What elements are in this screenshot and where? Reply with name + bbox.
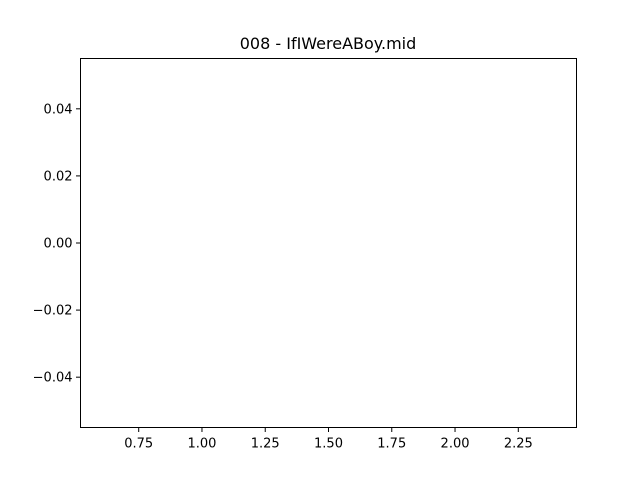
x-tick-label: 0.75: [124, 437, 153, 452]
y-tick-label: 0.02: [44, 169, 73, 184]
plot-area-frame: [80, 58, 577, 428]
x-tick-label: 1.25: [251, 437, 280, 452]
x-tick-label: 2.25: [504, 437, 533, 452]
x-tick-label: 1.75: [377, 437, 406, 452]
y-tick-label: −0.04: [33, 371, 73, 386]
y-axis: 0.04 0.02 0.00 −0.02 −0.04: [33, 102, 81, 386]
y-tick-label: 0.04: [44, 102, 73, 117]
y-tick-label: 0.00: [44, 237, 73, 252]
x-tick-label: 2.00: [441, 437, 470, 452]
x-axis: 0.75 1.00 1.25 1.50 1.75 2.00 2.25: [124, 427, 533, 452]
chart-title: 008 - IfIWereABoy.mid: [240, 34, 417, 53]
x-tick-label: 1.00: [187, 437, 216, 452]
x-tick-label: 1.50: [314, 437, 343, 452]
y-tick-label: −0.02: [33, 304, 73, 319]
